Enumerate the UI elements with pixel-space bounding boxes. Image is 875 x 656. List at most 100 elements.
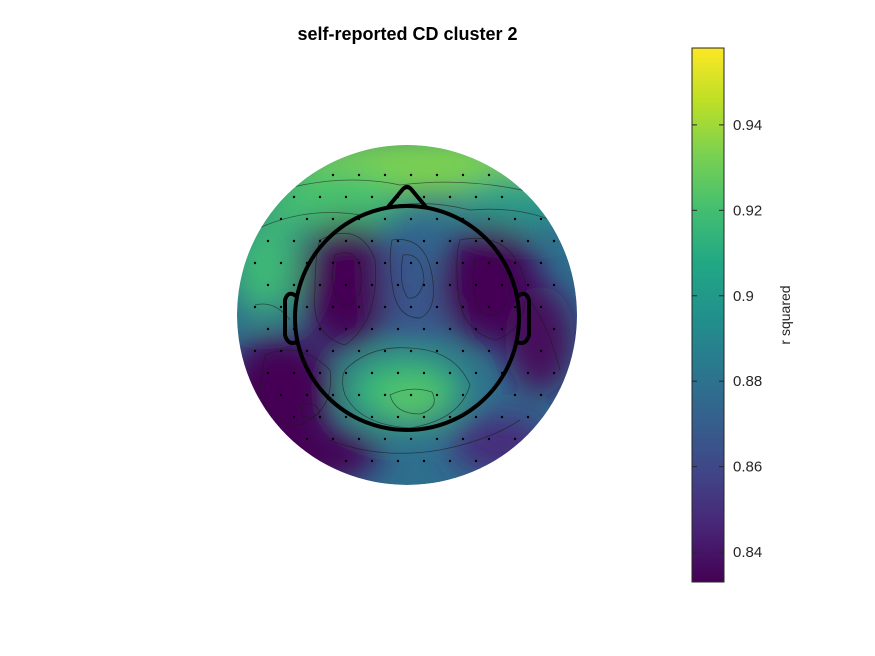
electrode-dot <box>474 327 478 331</box>
colorbar-tick-label: 0.9 <box>733 288 754 305</box>
electrode-dot <box>292 195 296 199</box>
electrode-dot <box>344 195 348 199</box>
electrode-dot <box>487 349 491 353</box>
electrode-dot <box>292 415 296 419</box>
electrode-dot <box>461 173 465 177</box>
electrode-dot <box>526 283 530 287</box>
electrode-dot <box>331 173 335 177</box>
electrode-dot <box>526 239 530 243</box>
electrode-dot <box>253 305 257 309</box>
electrode-dot <box>383 261 387 265</box>
electrode-dot <box>318 283 322 287</box>
colorbar-ticks: 0.84 0.86 0.88 0.9 0.92 0.94 <box>692 117 762 561</box>
electrode-dot <box>487 305 491 309</box>
electrode-dot <box>279 393 283 397</box>
electrode-dot <box>422 371 426 375</box>
electrode-dot <box>318 415 322 419</box>
electrode-dot <box>318 239 322 243</box>
electrode-dot <box>305 393 309 397</box>
electrode-dot <box>344 371 348 375</box>
electrode-dot <box>305 437 309 441</box>
electrode-dot <box>448 415 452 419</box>
electrode-dot <box>474 459 478 463</box>
electrode-dot <box>474 415 478 419</box>
electrode-dot <box>318 195 322 199</box>
electrode-dot <box>383 437 387 441</box>
electrode-dot <box>552 371 556 375</box>
electrode-dot <box>383 393 387 397</box>
electrode-dot <box>370 459 374 463</box>
electrode-dot <box>422 283 426 287</box>
electrode-dot <box>539 261 543 265</box>
electrode-dot <box>461 261 465 265</box>
electrode-dot <box>435 349 439 353</box>
electrode-dot <box>474 371 478 375</box>
electrode-dot <box>357 305 361 309</box>
electrode-dot <box>266 239 270 243</box>
electrode-dot <box>552 283 556 287</box>
electrode-dot <box>448 195 452 199</box>
electrode-dot <box>474 283 478 287</box>
electrode-dot <box>474 239 478 243</box>
electrode-dot <box>448 327 452 331</box>
electrode-dot <box>552 327 556 331</box>
electrode-dot <box>539 349 543 353</box>
electrode-dot <box>318 327 322 331</box>
electrode-dot <box>279 261 283 265</box>
electrode-dot <box>474 195 478 199</box>
colorbar-tick-label: 0.88 <box>733 373 762 390</box>
electrode-dot <box>513 261 517 265</box>
chart-title: self-reported CD cluster 2 <box>297 24 518 44</box>
colorbar-label: r squared <box>777 285 793 344</box>
electrode-markers <box>253 173 556 463</box>
electrode-dot <box>526 371 530 375</box>
electrode-dot <box>409 349 413 353</box>
electrode-dot <box>422 415 426 419</box>
colorbar <box>692 48 724 582</box>
electrode-dot <box>409 173 413 177</box>
electrode-dot <box>266 283 270 287</box>
electrode-dot <box>500 327 504 331</box>
colorbar-tick-label: 0.84 <box>733 544 762 561</box>
electrode-dot <box>370 283 374 287</box>
electrode-dot <box>370 371 374 375</box>
electrode-dot <box>448 459 452 463</box>
electrode-dot <box>279 349 283 353</box>
electrode-dot <box>409 393 413 397</box>
electrode-dot <box>305 349 309 353</box>
electrode-dot <box>396 371 400 375</box>
electrode-dot <box>370 415 374 419</box>
electrode-dot <box>396 415 400 419</box>
electrode-dot <box>383 217 387 221</box>
electrode-dot <box>487 261 491 265</box>
electrode-dot <box>409 437 413 441</box>
electrode-dot <box>461 437 465 441</box>
electrode-dot <box>487 217 491 221</box>
electrode-dot <box>435 261 439 265</box>
electrode-dot <box>396 327 400 331</box>
electrode-dot <box>292 239 296 243</box>
electrode-dot <box>409 305 413 309</box>
electrode-dot <box>513 305 517 309</box>
scalp-map <box>237 145 577 485</box>
electrode-dot <box>331 349 335 353</box>
electrode-dot <box>370 327 374 331</box>
electrode-dot <box>383 305 387 309</box>
electrode-dot <box>357 349 361 353</box>
electrode-dot <box>357 173 361 177</box>
electrode-dot <box>253 349 257 353</box>
electrode-dot <box>435 393 439 397</box>
electrode-dot <box>331 437 335 441</box>
head-outline <box>283 185 531 432</box>
electrode-dot <box>331 305 335 309</box>
electrode-dot <box>435 217 439 221</box>
electrode-dot <box>448 283 452 287</box>
electrode-dot <box>279 305 283 309</box>
electrode-dot <box>344 283 348 287</box>
colorbar-frame <box>691 47 725 583</box>
electrode-dot <box>383 349 387 353</box>
electrode-dot <box>435 305 439 309</box>
electrode-dot <box>344 327 348 331</box>
electrode-dot <box>513 393 517 397</box>
